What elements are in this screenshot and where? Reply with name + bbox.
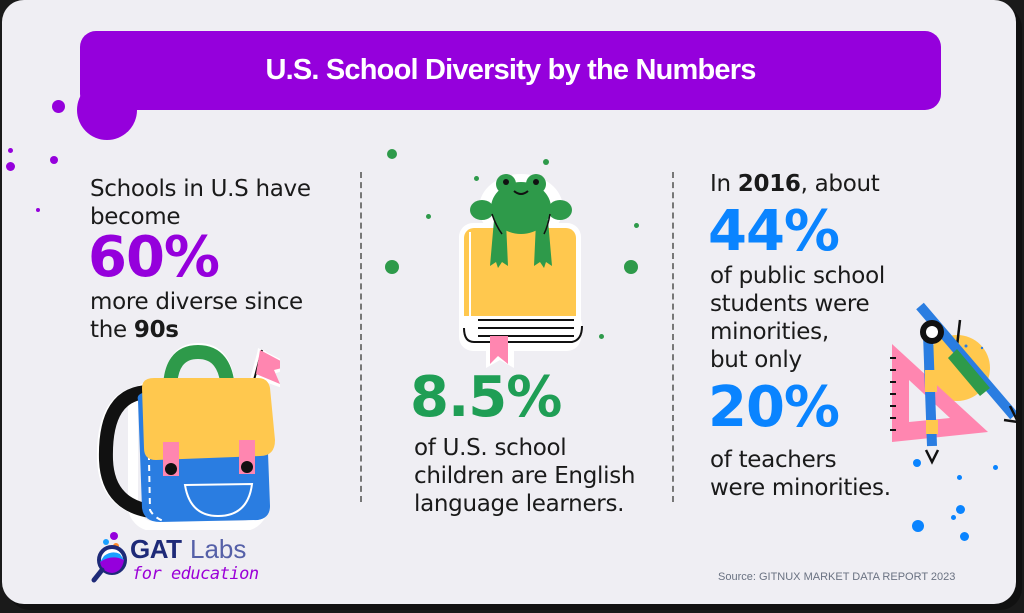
intro-text: In 2016, about — [710, 170, 880, 198]
geometry-tools-icon — [890, 302, 1016, 465]
intro-suffix: , about — [800, 171, 880, 197]
outro-prefix: the — [90, 317, 134, 343]
source-citation: Source: GITNUX MARKET DATA REPORT 2023 — [718, 571, 956, 583]
decorative-dot — [913, 459, 921, 467]
text-line: of U.S. school — [414, 435, 567, 461]
english-learners-text: of U.S. school children are English lang… — [414, 434, 635, 518]
decorative-dot — [634, 223, 639, 228]
logo-tagline: for education — [132, 564, 259, 584]
text-line: of teachers — [710, 447, 837, 473]
decorative-dot — [599, 334, 604, 339]
decorative-dot — [387, 149, 397, 159]
text-line: were minorities. — [710, 475, 891, 501]
intro-line: Schools in U.S have — [90, 176, 311, 202]
text-line: but only — [710, 347, 802, 373]
stat-44-percent: 44% — [708, 199, 840, 264]
text-line: of public school — [710, 263, 885, 289]
decorative-dot — [36, 208, 40, 212]
logo-brand-light: Labs — [190, 534, 247, 564]
text-line: children are English — [414, 463, 636, 489]
intro-text: Schools in U.S have become — [90, 175, 311, 231]
decorative-dot — [6, 162, 15, 171]
decorative-dot — [8, 148, 13, 153]
decorative-dot — [993, 465, 998, 470]
page-title: U.S. School Diversity by the Numbers — [265, 54, 756, 86]
decorative-dot — [624, 260, 638, 274]
intro-year: 2016 — [737, 171, 801, 197]
backpack-icon — [96, 343, 280, 530]
decorative-dot — [956, 505, 965, 514]
decorative-dot — [957, 475, 962, 480]
outro-text: more diverse since the 90s — [90, 288, 303, 344]
outro-line: the 90s — [90, 316, 303, 344]
infographic-card: U.S. School Diversity by the Numbers Sch… — [2, 0, 1016, 604]
decorative-dot — [543, 159, 549, 165]
teachers-text: of teachers were minorities. — [710, 446, 891, 502]
logo-brand-bold: GAT — [130, 534, 182, 564]
outro-bold: 90s — [133, 317, 179, 343]
text-line: students were — [710, 291, 870, 317]
decorative-dot — [385, 260, 399, 274]
intro-prefix: In — [710, 171, 738, 197]
decorative-dot — [960, 532, 969, 541]
column-divider — [360, 172, 362, 502]
frog-on-book-icon — [459, 174, 583, 368]
text-line: minorities, — [710, 319, 829, 345]
decorative-dot — [951, 515, 956, 520]
column-divider — [672, 172, 674, 502]
gat-labs-logo: GAT Labs for education — [90, 530, 270, 590]
students-text: of public school students were minoritie… — [710, 262, 885, 374]
text-line: language learners. — [414, 491, 625, 517]
outro-line: more diverse since — [90, 289, 303, 315]
stat-20-percent: 20% — [708, 375, 840, 440]
decorative-dot — [52, 100, 65, 113]
title-banner: U.S. School Diversity by the Numbers — [80, 31, 941, 110]
flask-magnifier-icon — [91, 532, 127, 583]
stat-8-5-percent: 8.5% — [410, 365, 562, 430]
decorative-dot — [426, 214, 431, 219]
stat-60-percent: 60% — [88, 225, 220, 290]
decorative-dot — [474, 176, 479, 181]
decorative-dot — [50, 156, 58, 164]
decorative-dot — [912, 520, 924, 532]
intro-line: become — [90, 204, 181, 230]
